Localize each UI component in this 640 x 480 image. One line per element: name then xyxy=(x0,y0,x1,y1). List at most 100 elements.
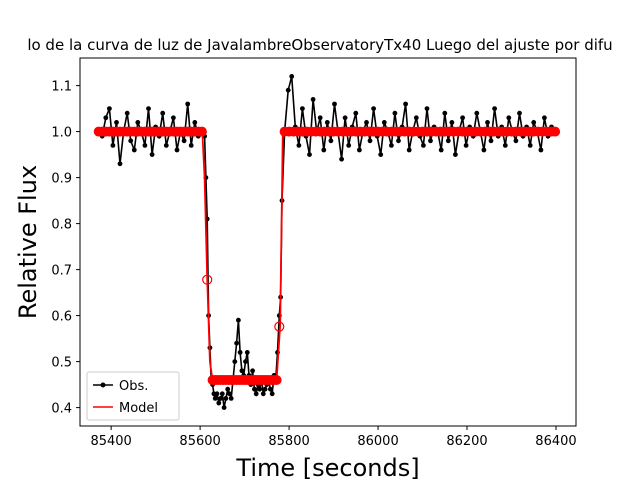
obs-point xyxy=(396,138,401,144)
obs-point xyxy=(257,386,263,392)
obs-point xyxy=(324,120,330,125)
obs-point xyxy=(269,391,275,397)
x-tick-label: 86400 xyxy=(535,434,576,449)
obs-point xyxy=(424,106,430,111)
y-tick-label: 0.7 xyxy=(51,264,72,279)
obs-point xyxy=(445,138,451,144)
obs-point xyxy=(135,120,141,125)
obs-point xyxy=(342,115,348,121)
obs-point xyxy=(453,152,458,158)
y-tick-label: 0.6 xyxy=(51,310,72,325)
obs-point xyxy=(285,87,291,93)
obs-point xyxy=(442,110,448,116)
obs-series-line xyxy=(98,76,556,408)
obs-point xyxy=(239,368,245,374)
obs-point xyxy=(232,359,238,364)
y-tick-label: 0.9 xyxy=(51,172,72,187)
x-tick-label: 86000 xyxy=(357,434,398,449)
x-tick-label: 85800 xyxy=(268,434,309,449)
obs-point xyxy=(460,115,465,121)
x-tick-label: 85600 xyxy=(179,434,220,449)
obs-point xyxy=(252,386,257,392)
obs-point xyxy=(346,143,352,148)
obs-point xyxy=(289,74,295,79)
x-axis-ticks: 85400 85600 85800 86000 86200 86400 xyxy=(90,426,577,449)
obs-point xyxy=(392,110,398,116)
legend: Obs. Model xyxy=(86,371,180,421)
obs-point xyxy=(114,120,119,125)
obs-point xyxy=(474,110,480,116)
chart-title: lo de la curva de luz de JavalambreObser… xyxy=(27,36,612,54)
obs-point xyxy=(214,391,220,397)
obs-point xyxy=(228,396,234,401)
obs-point xyxy=(107,106,112,111)
model-open-circle xyxy=(202,274,213,285)
obs-point xyxy=(406,147,412,153)
obs-point xyxy=(339,156,344,162)
obs-point xyxy=(223,396,229,401)
obs-point xyxy=(413,115,419,121)
obs-point xyxy=(300,106,305,111)
obs-point xyxy=(171,115,176,121)
obs-point xyxy=(332,101,337,107)
obs-point xyxy=(364,120,369,125)
obs-point xyxy=(403,101,408,107)
obs-point xyxy=(296,143,302,148)
obs-point xyxy=(353,110,359,116)
y-tick-label: 0.5 xyxy=(51,356,72,371)
obs-point xyxy=(237,350,243,355)
y-axis-ticks: 0.4 0.5 0.6 0.7 0.8 0.9 1.0 1.1 xyxy=(51,80,80,417)
obs-point xyxy=(253,391,259,397)
obs-point xyxy=(216,400,222,406)
legend-model-label: Model xyxy=(119,401,158,416)
obs-point xyxy=(219,391,225,397)
obs-point xyxy=(234,340,240,346)
obs-point xyxy=(142,143,148,148)
obs-point xyxy=(128,138,134,144)
obs-point xyxy=(221,405,227,410)
x-axis-label: Time [seconds] xyxy=(235,454,419,480)
obs-point xyxy=(317,115,323,121)
y-tick-label: 0.4 xyxy=(51,402,72,417)
model-series-line xyxy=(98,130,556,381)
obs-point xyxy=(163,143,169,148)
obs-point xyxy=(146,106,151,111)
obs-point xyxy=(212,396,218,401)
x-tick-label: 85400 xyxy=(90,434,131,449)
obs-point xyxy=(488,138,494,144)
obs-point xyxy=(227,391,232,397)
y-axis-label: Relative Flux xyxy=(14,165,42,319)
plot-area xyxy=(93,74,561,410)
model-open-circle xyxy=(274,321,285,332)
obs-point xyxy=(262,386,268,392)
obs-point xyxy=(307,152,312,158)
legend-obs-label: Obs. xyxy=(119,379,148,394)
obs-point xyxy=(328,138,334,144)
obs-point xyxy=(260,391,266,397)
obs-point xyxy=(243,359,248,364)
obs-point xyxy=(218,396,224,401)
obs-point xyxy=(174,147,180,153)
obs-point xyxy=(371,106,376,111)
obs-point xyxy=(389,143,394,148)
obs-point xyxy=(103,115,109,121)
obs-point xyxy=(321,147,327,153)
obs-point xyxy=(244,350,250,355)
obs-point xyxy=(502,143,508,148)
x-tick-label: 86200 xyxy=(446,434,487,449)
obs-point xyxy=(160,110,166,116)
obs-point xyxy=(367,138,373,144)
plot-frame xyxy=(79,57,577,427)
obs-point xyxy=(449,120,455,125)
obs-point xyxy=(225,386,231,392)
obs-point xyxy=(527,143,533,148)
obs-point xyxy=(492,106,497,111)
obs-point xyxy=(181,138,187,144)
obs-point xyxy=(538,147,544,153)
obs-point xyxy=(310,97,316,102)
obs-point xyxy=(250,368,256,374)
obs-point xyxy=(110,143,116,148)
obs-point xyxy=(506,115,512,121)
obs-point xyxy=(117,161,123,167)
